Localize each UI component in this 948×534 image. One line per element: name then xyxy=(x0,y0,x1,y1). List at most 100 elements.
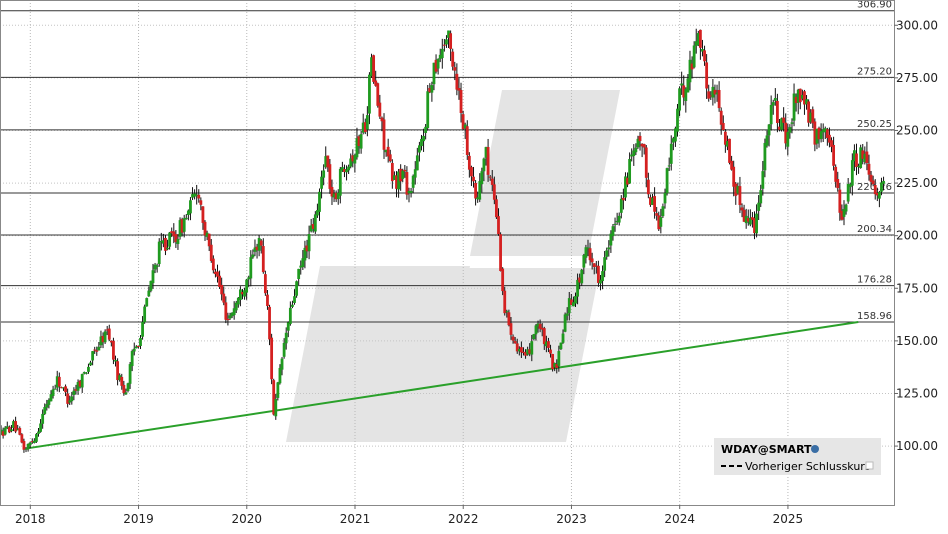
level-label: 250.25 xyxy=(857,119,892,130)
candle-body xyxy=(10,429,13,432)
plot-frame xyxy=(0,0,895,506)
candle-body xyxy=(484,147,488,158)
candle-body xyxy=(7,426,11,433)
candle-body xyxy=(671,138,675,143)
candle-body xyxy=(18,427,22,435)
candle-body xyxy=(99,336,103,346)
candle-body xyxy=(561,333,565,343)
candle-body xyxy=(692,45,696,68)
candle-body xyxy=(3,427,7,435)
price-levels: 306.90275.20250.25220.26200.34176.28158.… xyxy=(0,0,894,323)
candle-body xyxy=(559,342,563,350)
candle-body xyxy=(624,176,627,198)
candle-body xyxy=(288,307,292,324)
candle-body xyxy=(153,264,157,270)
candle-body xyxy=(399,168,403,182)
candle-body xyxy=(707,91,711,99)
candle-body xyxy=(180,219,184,233)
candle-body xyxy=(867,163,871,175)
candle-body xyxy=(594,265,598,267)
candle-body xyxy=(680,83,684,86)
candle-body xyxy=(609,233,613,246)
candle-body xyxy=(515,343,519,352)
candle-body xyxy=(694,41,698,46)
candle-body xyxy=(178,220,182,237)
candle-body xyxy=(486,146,490,175)
candle-body xyxy=(382,119,386,150)
candle-body xyxy=(214,271,217,275)
candle-body xyxy=(195,194,199,197)
candle-body xyxy=(220,284,224,295)
level-label: 158.96 xyxy=(857,311,892,322)
candle-body xyxy=(524,352,527,356)
candle-body xyxy=(295,281,298,296)
candle-body xyxy=(172,231,176,237)
candle-body xyxy=(784,122,788,144)
candle-body xyxy=(726,141,729,147)
candle-body xyxy=(875,192,879,196)
candle-body xyxy=(345,169,348,173)
candle-body xyxy=(255,246,259,251)
globe-icon xyxy=(811,445,819,453)
candle-body xyxy=(424,126,428,133)
candle-body xyxy=(370,57,373,77)
candle-body xyxy=(599,279,602,284)
candle-body xyxy=(411,175,415,188)
candle-body xyxy=(193,193,197,197)
candle-body xyxy=(592,263,596,268)
legend-checkbox-icon[interactable] xyxy=(865,461,874,470)
candle-body xyxy=(374,80,378,86)
candle-body xyxy=(459,90,463,113)
candle-body xyxy=(274,398,278,417)
candle-body xyxy=(91,351,95,361)
candle-body xyxy=(66,393,70,404)
candle-body xyxy=(844,204,848,212)
candle-body xyxy=(170,231,174,234)
candle-body xyxy=(584,247,588,258)
candle-body xyxy=(817,127,821,140)
candle-body xyxy=(663,192,667,204)
candle-body xyxy=(137,345,140,347)
candle-body xyxy=(507,312,511,326)
candle-body xyxy=(838,189,842,213)
candle-body xyxy=(62,387,65,389)
candle-body xyxy=(667,165,671,167)
candle-body xyxy=(536,323,540,327)
candle-body xyxy=(218,275,221,287)
candle-body xyxy=(280,358,284,370)
candle-body xyxy=(93,349,97,351)
candle-body xyxy=(16,429,20,431)
candle-body xyxy=(703,50,706,62)
candle-body xyxy=(834,166,838,182)
candle-body xyxy=(311,224,315,229)
candle-body xyxy=(823,128,827,133)
candle-body xyxy=(800,94,804,99)
candle-body xyxy=(368,74,371,114)
candle-body xyxy=(330,186,334,197)
candle-body xyxy=(769,104,773,125)
candle-body xyxy=(813,121,817,145)
candle-body xyxy=(803,91,806,105)
candle-body xyxy=(669,143,673,164)
candle-body xyxy=(166,247,169,250)
candle-body xyxy=(819,131,823,139)
candle-body xyxy=(630,154,634,157)
candle-body xyxy=(551,353,555,370)
candle-body xyxy=(122,384,126,394)
candle-body xyxy=(465,126,469,156)
candle-body xyxy=(728,138,731,163)
candle-body xyxy=(597,265,600,283)
candle-body xyxy=(557,351,561,366)
candle-body xyxy=(365,115,369,130)
candle-body xyxy=(257,237,261,251)
candle-body xyxy=(636,138,640,148)
candle-body xyxy=(755,213,758,234)
candle-body xyxy=(734,183,738,196)
candle-body xyxy=(455,73,459,90)
candle-body xyxy=(299,265,303,268)
candle-body xyxy=(578,277,582,283)
candle-body xyxy=(338,168,342,196)
candle-body xyxy=(390,162,394,182)
candle-body xyxy=(530,341,534,355)
candle-body xyxy=(478,181,482,200)
